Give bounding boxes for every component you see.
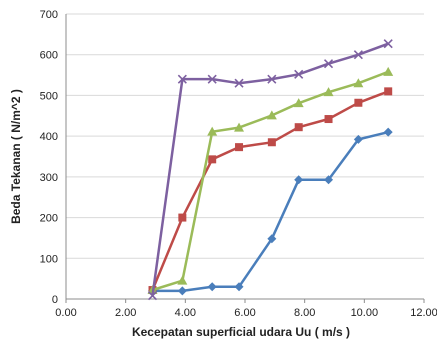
gridlines [66,13,424,259]
series-1-point-2 [177,286,187,296]
series-3-point-4 [234,122,245,132]
series-4-point-5 [267,74,277,84]
x-axis-label: Kecepatan superficial udara Uu ( m/s ) [132,325,350,339]
series-2-point-2 [178,213,187,222]
series-3-point-6 [293,98,304,108]
x-tick-label-10.00: 10.00 [351,307,379,319]
series-1-line [152,130,389,293]
y-tick-label-700: 700 [40,9,58,21]
series-4-point-5-stroke-b [267,74,277,84]
series-2-line [151,90,389,291]
x-tick-label-4.00: 4.00 [175,307,196,319]
series-1-point-5 [267,234,277,244]
y-tick-label-200: 200 [40,213,58,225]
series-1-point-9 [383,127,393,137]
axes [65,14,425,303]
series-2-point-5 [267,138,276,147]
series-4-point-6 [294,69,304,79]
series-4-point-4 [234,78,244,88]
series-3-point-9 [383,66,394,76]
series-4-point-2 [177,74,187,84]
series-4-point-1-stroke-b [147,291,158,301]
series-4-point-9 [383,39,393,49]
series-3-point-2 [177,275,188,285]
y-tick-label-500: 500 [40,90,58,102]
series-3-point-7 [323,87,334,97]
y-tick-label-100: 100 [40,253,58,265]
x-tick-label-12.00: 12.00 [410,307,437,319]
x-tick-label-6.00: 6.00 [234,307,255,319]
series-3-point-3 [207,126,218,136]
series-4-point-8 [353,50,363,60]
series-4-point-9-stroke-b [383,39,393,49]
x-tick-label-0.00: 0.00 [55,307,76,319]
y-tick-label-300: 300 [40,172,58,184]
series-4-point-3-stroke-b [207,74,217,84]
series-group [147,39,394,301]
series-1-point-8 [353,134,363,144]
series-3-point-5 [266,110,277,120]
x-tick-label-2.00: 2.00 [115,307,136,319]
y-tick-label-600: 600 [40,50,58,62]
series-4-point-7 [323,59,334,69]
y-axis-label: Beda Tekanan ( N/m^2 ) [9,89,23,224]
series-2-point-7 [324,115,333,124]
series-1-point-6 [294,175,304,185]
x-tick-label-8.00: 8.00 [294,307,315,319]
series-4 [147,39,393,301]
series-2-point-3 [208,155,217,164]
series-4-point-2-stroke-b [177,74,187,84]
series-1-point-3 [207,282,217,292]
series-4-point-1 [147,291,158,301]
series-4-point-3 [207,74,217,84]
series-2-point-8 [354,98,363,107]
tick-labels: 0 100 200 300 400 500 600 700 0.00 2.00 4.00 6.00 8.… [40,9,437,319]
series-4-point-7-stroke-b [323,59,334,69]
series-1-point-7 [324,175,334,185]
series-2-point-9 [384,87,393,96]
y-tick-label-400: 400 [40,131,58,143]
series-1-point-4 [234,282,244,292]
series-4-point-8-stroke-b [353,50,363,60]
series-2-point-6 [294,123,303,132]
series-4-point-4-stroke-b [234,78,244,88]
y-tick-label-0: 0 [52,294,58,306]
series-3-point-8 [353,78,364,88]
series-4-point-6-stroke-b [294,69,304,79]
series-3 [147,66,394,295]
series-2-point-4 [235,143,244,152]
